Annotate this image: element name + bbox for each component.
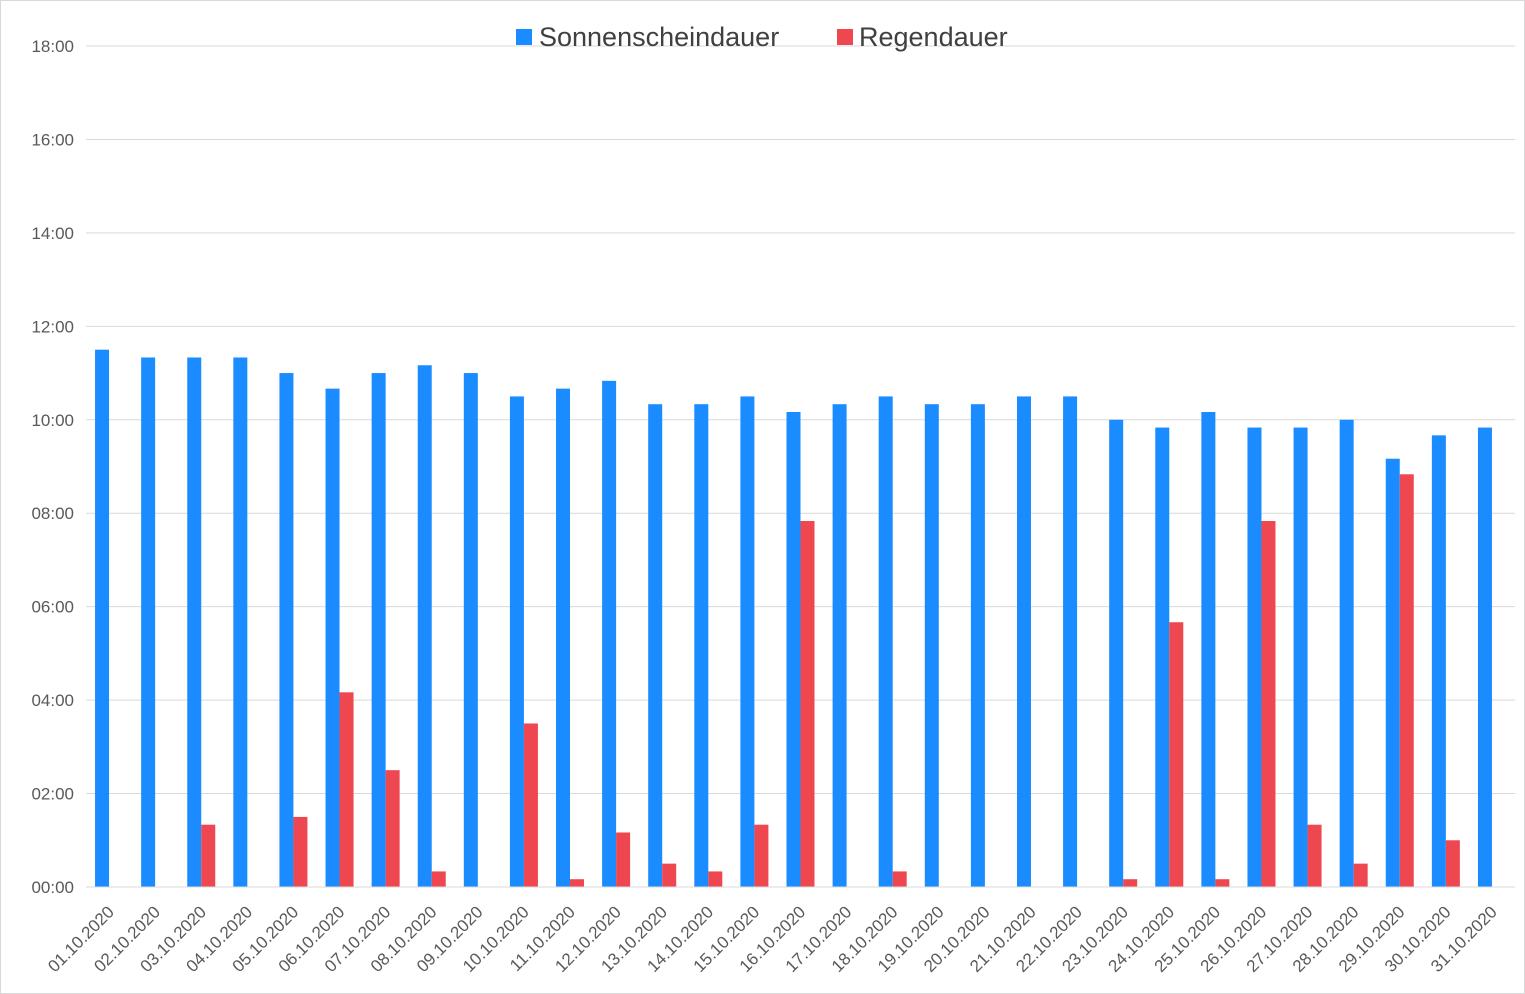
- bar-regendauer-10.10.2020: [523, 723, 538, 887]
- bar-sonnenscheindauer-05.10.2020: [279, 373, 294, 887]
- bar-sonnenscheindauer-30.10.2020: [1431, 435, 1446, 887]
- bar-sonnenscheindauer-03.10.2020: [187, 357, 202, 888]
- bar-sonnenscheindauer-09.10.2020: [463, 373, 478, 887]
- legend-swatch-sonnenscheindauer: [516, 29, 532, 45]
- bar-regendauer-07.10.2020: [385, 770, 400, 887]
- y-tick-label: 18:00: [31, 37, 74, 56]
- bar-sonnenscheindauer-16.10.2020: [786, 411, 801, 887]
- bar-sonnenscheindauer-07.10.2020: [371, 373, 386, 887]
- y-tick-label: 08:00: [31, 504, 74, 523]
- legend-swatch-regendauer: [837, 29, 853, 45]
- bar-sonnenscheindauer-08.10.2020: [417, 365, 432, 887]
- bar-sonnenscheindauer-26.10.2020: [1247, 427, 1262, 887]
- y-tick-label: 06:00: [31, 598, 74, 617]
- bar-sonnenscheindauer-28.10.2020: [1339, 419, 1354, 887]
- bar-regendauer-12.10.2020: [616, 832, 631, 887]
- bar-regendauer-29.10.2020: [1399, 474, 1414, 887]
- bar-regendauer-13.10.2020: [662, 863, 677, 887]
- bars: [95, 349, 1492, 888]
- y-tick-label: 02:00: [31, 785, 74, 804]
- y-tick-label: 14:00: [31, 224, 74, 243]
- bar-sonnenscheindauer-13.10.2020: [648, 404, 663, 887]
- bar-sonnenscheindauer-11.10.2020: [556, 388, 571, 887]
- bar-sonnenscheindauer-02.10.2020: [141, 357, 156, 888]
- y-tick-label: 16:00: [31, 130, 74, 149]
- bar-sonnenscheindauer-04.10.2020: [233, 357, 248, 888]
- legend-label-regendauer: Regendauer: [859, 22, 1008, 52]
- bar-regendauer-08.10.2020: [431, 871, 446, 887]
- y-tick-label: 04:00: [31, 691, 74, 710]
- bar-regendauer-27.10.2020: [1307, 824, 1322, 887]
- bar-regendauer-26.10.2020: [1261, 521, 1276, 887]
- y-tick-label: 12:00: [31, 317, 74, 336]
- bar-regendauer-06.10.2020: [339, 692, 354, 887]
- bar-sonnenscheindauer-19.10.2020: [924, 404, 939, 887]
- bar-sonnenscheindauer-23.10.2020: [1109, 419, 1124, 887]
- bar-sonnenscheindauer-31.10.2020: [1477, 427, 1492, 887]
- bar-sonnenscheindauer-14.10.2020: [694, 404, 709, 887]
- y-tick-label: 10:00: [31, 411, 74, 430]
- bar-sonnenscheindauer-20.10.2020: [970, 404, 985, 887]
- bar-regendauer-23.10.2020: [1123, 879, 1138, 887]
- bar-sonnenscheindauer-06.10.2020: [325, 388, 340, 887]
- bar-regendauer-18.10.2020: [892, 871, 907, 887]
- legend-label-sonnenscheindauer: Sonnenscheindauer: [539, 22, 779, 52]
- bar-sonnenscheindauer-10.10.2020: [509, 396, 524, 887]
- bar-regendauer-16.10.2020: [800, 521, 815, 887]
- bar-regendauer-14.10.2020: [708, 871, 723, 887]
- y-axis-ticks: 00:00 02:00 04:00 06:00 08:00 10:00 12:00 14:00…: [31, 37, 74, 897]
- bar-sonnenscheindauer-29.10.2020: [1385, 458, 1400, 887]
- bar-sonnenscheindauer-17.10.2020: [832, 404, 847, 887]
- legend: Sonnenscheindauer Regendauer: [516, 22, 1008, 52]
- bar-regendauer-05.10.2020: [293, 816, 308, 887]
- bar-regendauer-11.10.2020: [570, 879, 585, 887]
- bar-sonnenscheindauer-22.10.2020: [1063, 396, 1078, 887]
- bar-sonnenscheindauer-25.10.2020: [1201, 411, 1216, 887]
- bar-sonnenscheindauer-24.10.2020: [1155, 427, 1170, 887]
- bar-regendauer-03.10.2020: [201, 824, 216, 887]
- bar-sonnenscheindauer-21.10.2020: [1016, 396, 1031, 887]
- bar-sonnenscheindauer-01.10.2020: [95, 349, 110, 887]
- bar-regendauer-25.10.2020: [1215, 879, 1230, 887]
- bar-regendauer-24.10.2020: [1169, 622, 1184, 887]
- bar-regendauer-28.10.2020: [1353, 863, 1368, 887]
- bar-regendauer-30.10.2020: [1445, 840, 1460, 887]
- bar-regendauer-15.10.2020: [754, 824, 769, 887]
- y-tick-label: 00:00: [31, 878, 74, 897]
- bar-sonnenscheindauer-12.10.2020: [602, 380, 617, 887]
- x-axis-ticks: 01.10.202002.10.202003.10.202004.10.2020…: [44, 902, 1501, 976]
- bar-sonnenscheindauer-15.10.2020: [740, 396, 755, 887]
- bar-sonnenscheindauer-27.10.2020: [1293, 427, 1308, 887]
- bar-sonnenscheindauer-18.10.2020: [878, 396, 893, 887]
